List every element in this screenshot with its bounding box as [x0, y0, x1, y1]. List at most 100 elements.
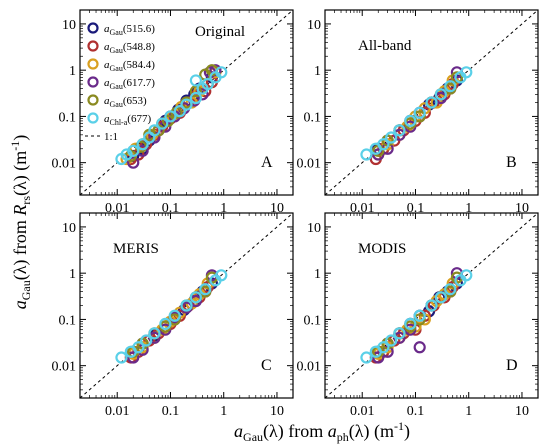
x-tick-label: 10 [270, 404, 284, 419]
y-tick-label: 0.01 [297, 157, 322, 172]
legend-marker [87, 58, 99, 70]
legend-marker [87, 22, 99, 34]
data-point [372, 148, 385, 161]
data-point [413, 106, 426, 119]
y-tick-label: 10 [62, 221, 76, 236]
data-point [148, 124, 161, 137]
data-point [393, 327, 406, 340]
y-tick-label: 0.1 [59, 313, 77, 328]
panel-label: All-band [358, 38, 412, 54]
panel-frame [324, 9, 539, 196]
data-point [127, 351, 140, 364]
data-point [189, 294, 202, 308]
x-tick-label: 10 [515, 201, 529, 216]
data-point [127, 144, 140, 157]
x-tick-label: 1 [465, 201, 472, 216]
x-tick-label: 10 [515, 404, 529, 419]
x-tick-label: 0.1 [162, 404, 180, 419]
data-point [460, 269, 473, 282]
legend-marker [87, 76, 99, 88]
data-point [360, 148, 373, 161]
data-point [148, 327, 161, 340]
data-point [385, 131, 398, 144]
y-tick-label: 10 [307, 221, 321, 236]
data-point [173, 105, 186, 118]
data-point [159, 317, 172, 331]
y-tick-label: 10 [307, 18, 321, 33]
data-point [393, 124, 406, 137]
legend-entry: aChl-a(677) [104, 113, 151, 127]
one-to-one-line [324, 9, 539, 196]
y-axis-title: aGau(λ) from Rrs(λ) (m-1) [8, 135, 33, 310]
panel-letter: A [261, 154, 273, 171]
data-point [381, 138, 394, 151]
data-point [199, 283, 212, 296]
data-point [164, 110, 177, 123]
y-tick-label: 1 [69, 267, 76, 282]
one-to-one-line [324, 212, 539, 399]
data-point [444, 80, 457, 93]
y-tick-label: 0.1 [304, 313, 322, 328]
x-tick-label: 1 [220, 404, 227, 419]
data-point [115, 351, 128, 364]
data-point [209, 64, 222, 77]
data-point [377, 138, 390, 151]
data-point [120, 148, 133, 161]
x-tick-label: 1 [465, 404, 472, 419]
data-point [377, 341, 390, 354]
data-point [425, 96, 438, 109]
data-point [140, 334, 153, 347]
data-point [189, 91, 202, 105]
data-point [127, 156, 140, 169]
y-tick-label: 0.01 [52, 360, 77, 375]
panel-label: MERIS [113, 241, 159, 257]
x-tick-label: 0.01 [350, 201, 375, 216]
x-axis-title: aGau(λ) from aph(λ) (m-1) [234, 419, 410, 444]
data-point [193, 85, 206, 98]
data-point [381, 341, 394, 354]
legend-entry: aGau(653) [104, 95, 147, 109]
data-point [434, 91, 447, 105]
panel-label: MODIS [358, 241, 406, 257]
legend-marker [87, 94, 99, 106]
x-tick-label: 0.1 [407, 404, 425, 419]
panel-d: 0.01 0.01 0.1 0.1 1 1 10 10 MODIS D [297, 212, 539, 419]
data-point [413, 313, 426, 326]
data-point [460, 66, 473, 79]
y-tick-label: 0.1 [304, 110, 322, 125]
y-tick-label: 0.01 [52, 157, 77, 172]
panel-frame [79, 212, 294, 399]
panel-letter: B [506, 154, 517, 171]
data-point [434, 88, 447, 101]
data-point [413, 110, 426, 123]
data-point [189, 74, 202, 87]
data-point [152, 124, 165, 137]
data-point [372, 351, 385, 364]
x-tick-label: 10 [270, 201, 284, 216]
legend-entry: aGau(617.7) [104, 77, 155, 91]
panel-label: Original [195, 24, 245, 40]
data-point [136, 138, 149, 151]
data-point [385, 334, 398, 347]
y-tick-label: 1 [314, 64, 321, 79]
panel-letter: C [261, 357, 272, 374]
data-point [132, 341, 145, 354]
legend-entry: aGau(515.6) [104, 23, 155, 37]
panel-b: 0.01 0.01 0.1 0.1 1 1 10 10 All-band B [297, 9, 539, 216]
data-point [168, 309, 181, 322]
y-tick-label: 10 [62, 18, 76, 33]
y-tick-label: 0.1 [59, 110, 77, 125]
data-point [215, 269, 228, 282]
x-tick-label: 0.01 [105, 201, 130, 216]
panel-c: 0.01 0.01 0.1 0.1 1 1 10 10 MERIS C [52, 212, 294, 419]
data-point [360, 351, 373, 364]
panel-a: 0.01 0.01 0.1 0.1 1 1 10 10 Original AaGau(515.6)… [52, 9, 294, 216]
y-tick-label: 0.01 [297, 360, 322, 375]
x-tick-label: 0.1 [407, 201, 425, 216]
legend-entry: 1:1 [104, 131, 118, 143]
y-tick-label: 1 [314, 267, 321, 282]
x-tick-label: 1 [220, 201, 227, 216]
x-tick-label: 0.01 [105, 404, 130, 419]
data-point [434, 291, 447, 304]
